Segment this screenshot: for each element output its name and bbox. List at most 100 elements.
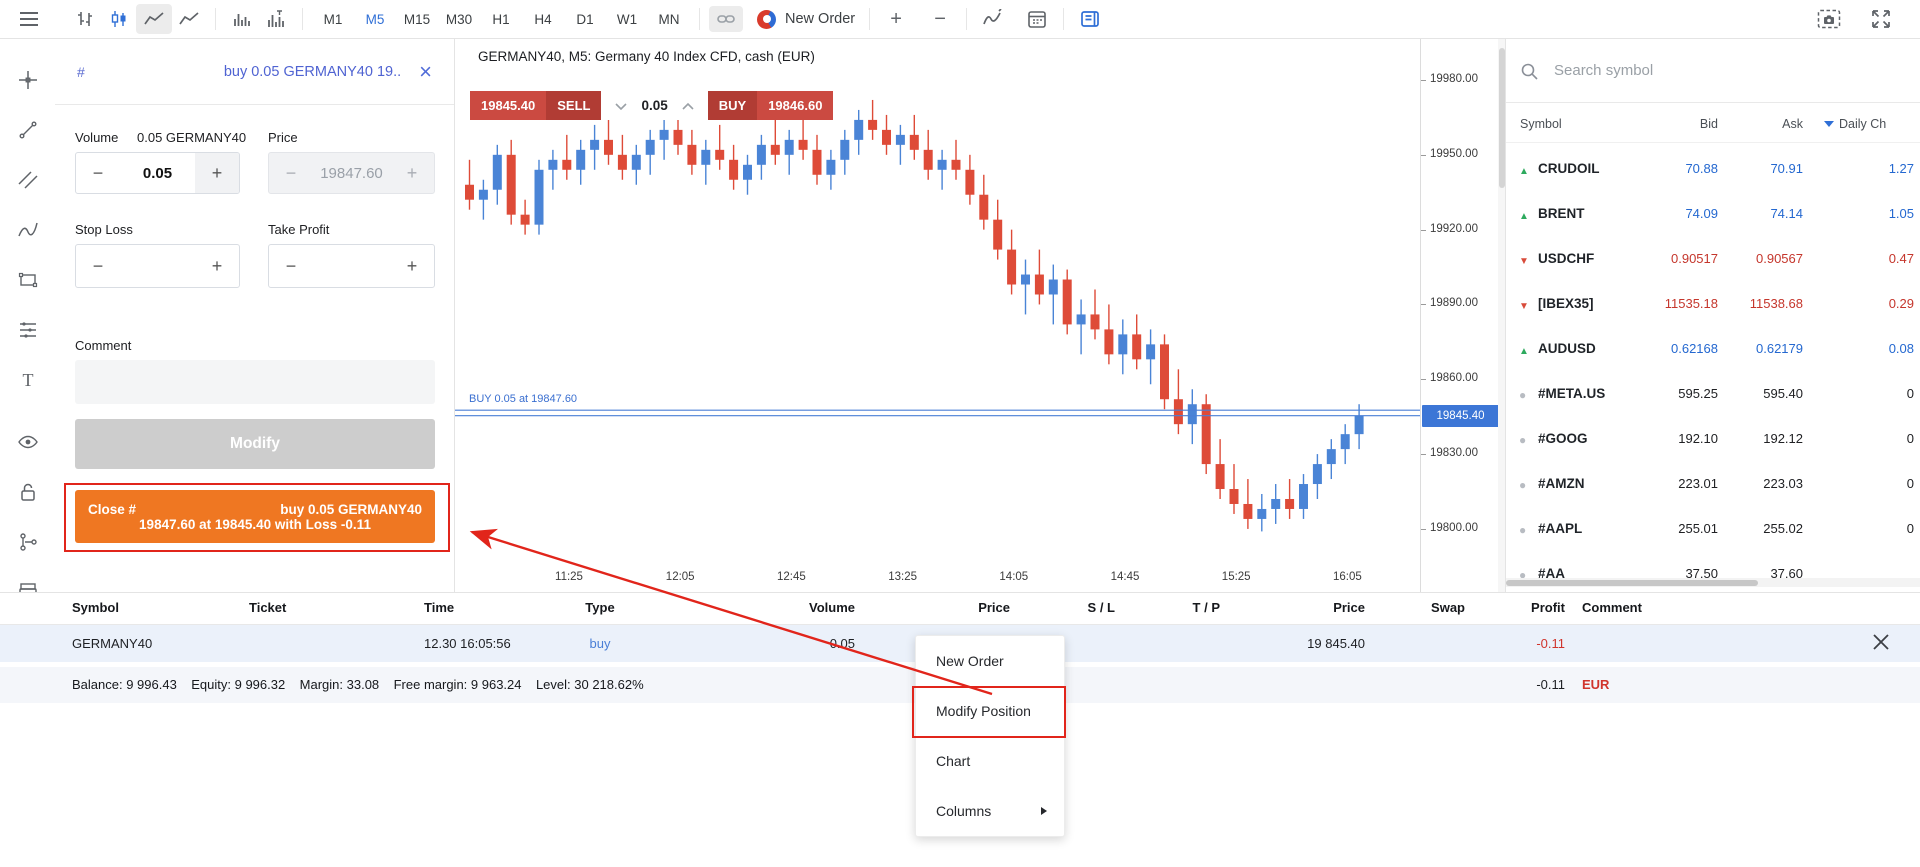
watchlist-row[interactable]: ● #GOOG 192.10 192.12 0 — [1506, 417, 1920, 462]
volume-icon[interactable] — [225, 4, 259, 34]
volume-value[interactable]: 0.05 — [142, 164, 173, 182]
symbol-ask: 74.14 — [1770, 206, 1803, 221]
col-type[interactable]: Type — [585, 600, 615, 615]
column-ask[interactable]: Ask — [1782, 117, 1803, 131]
context-menu: New Order Modify Position Chart Columns — [915, 635, 1065, 837]
sell-button[interactable]: SELL — [546, 91, 602, 120]
menu-item-chart[interactable]: Chart — [936, 753, 971, 769]
stop-loss-value[interactable] — [120, 245, 195, 287]
col-price-open[interactable]: Price — [978, 600, 1010, 615]
col-profit[interactable]: Profit — [1531, 600, 1565, 615]
bar-chart-icon[interactable] — [68, 4, 102, 34]
watchlist-row[interactable]: ● #META.US 595.25 595.40 0 — [1506, 372, 1920, 417]
col-symbol[interactable]: Symbol — [72, 600, 119, 615]
screenshot-icon[interactable] — [1812, 4, 1846, 34]
eye-icon[interactable] — [17, 431, 39, 453]
indicators-icon[interactable] — [976, 4, 1010, 34]
price-tick: 19920.00 — [1430, 222, 1478, 235]
search-input[interactable] — [1552, 61, 1856, 80]
menu-item-columns[interactable]: Columns — [916, 786, 1064, 836]
timeframe-m30[interactable]: M30 — [445, 11, 473, 27]
close-position-x-icon[interactable] — [1872, 633, 1890, 651]
watchlist-row[interactable]: ▲ CRUDOIL 70.88 70.91 1.27 — [1506, 147, 1920, 192]
symbol-bid: 0.62168 — [1671, 341, 1718, 356]
volume-minus-button[interactable]: − — [92, 162, 104, 183]
chart-area[interactable]: GERMANY40, M5: Germany 40 Index CFD, cas… — [455, 39, 1420, 592]
column-daily-change[interactable]: Daily Ch — [1824, 117, 1886, 131]
timeframe-h1[interactable]: H1 — [492, 11, 510, 27]
watchlist-row[interactable]: ● #AAPL 255.01 255.02 0 — [1506, 507, 1920, 552]
timeframe-m5[interactable]: M5 — [365, 11, 385, 27]
timeframe-h4[interactable]: H4 — [534, 11, 552, 27]
col-tp[interactable]: T / P — [1192, 600, 1220, 615]
timeframe-mn[interactable]: MN — [658, 11, 680, 27]
channel-icon[interactable] — [17, 169, 39, 191]
row-volume: 0.05 — [829, 636, 855, 651]
zoom-in-button[interactable]: + — [890, 7, 902, 30]
col-volume[interactable]: Volume — [809, 600, 855, 615]
stop-loss-minus-button[interactable]: − — [92, 255, 104, 276]
col-sl[interactable]: S / L — [1087, 600, 1115, 615]
comment-input[interactable] — [75, 360, 435, 404]
timeframe-w1[interactable]: W1 — [616, 11, 638, 27]
stop-loss-plus-button[interactable]: + — [211, 255, 223, 276]
curve-icon[interactable] — [17, 219, 39, 241]
menu-item-modify-position[interactable]: Modify Position — [936, 703, 1031, 719]
watchlist-horizontal-scrollbar[interactable] — [1506, 578, 1920, 587]
price-value[interactable]: 19847.60 — [320, 164, 383, 182]
lock-icon[interactable] — [17, 481, 39, 503]
volume-profile-icon[interactable] — [259, 4, 293, 34]
shapes-icon[interactable] — [17, 269, 39, 291]
menu-icon[interactable] — [12, 4, 46, 34]
watchlist-row[interactable]: ▲ AUDUSD 0.62168 0.62179 0.08 — [1506, 327, 1920, 372]
modify-button[interactable]: Modify — [75, 419, 435, 469]
col-ticket[interactable]: Ticket — [249, 600, 287, 615]
buy-button[interactable]: BUY — [707, 91, 758, 120]
col-swap[interactable]: Swap — [1431, 600, 1465, 615]
side-panel-icon[interactable] — [1073, 4, 1107, 34]
lot-size-value[interactable]: 0.05 — [635, 91, 674, 120]
lot-decrease-chevron-icon[interactable] — [601, 91, 636, 120]
price-plus-button[interactable]: + — [406, 162, 418, 183]
watchlist-row[interactable]: ▼ USDCHF 0.90517 0.90567 0.47 — [1506, 237, 1920, 282]
watchlist-row[interactable]: ▲ BRENT 74.09 74.14 1.05 — [1506, 192, 1920, 237]
zoom-out-button[interactable]: − — [934, 7, 946, 30]
close-position-button[interactable]: Close # buy 0.05 GERMANY40 19847.60 at 1… — [75, 490, 435, 543]
volume-plus-button[interactable]: + — [195, 153, 239, 193]
column-bid[interactable]: Bid — [1699, 117, 1718, 131]
fullscreen-icon[interactable] — [1864, 4, 1898, 34]
timeframe-m1[interactable]: M1 — [323, 11, 343, 27]
objects-tree-icon[interactable] — [17, 531, 39, 553]
watchlist-row[interactable]: ▼ [IBEX35] 11535.18 11538.68 0.29 — [1506, 282, 1920, 327]
price-minus-button[interactable]: − — [285, 162, 297, 183]
link-icon[interactable] — [709, 6, 743, 32]
row-symbol: GERMANY40 — [72, 636, 153, 651]
new-order-button[interactable]: New Order — [757, 4, 855, 34]
col-time[interactable]: Time — [424, 600, 455, 615]
take-profit-plus-button[interactable]: + — [406, 255, 418, 276]
trendline-icon[interactable] — [17, 119, 39, 141]
col-comment[interactable]: Comment — [1582, 600, 1642, 615]
close-button-prefix: Close # — [88, 501, 137, 517]
line-chart-icon[interactable] — [172, 4, 206, 34]
candlestick-chart-icon[interactable] — [102, 4, 136, 34]
panel-close-icon[interactable]: × — [419, 58, 432, 84]
candlestick-chart[interactable] — [455, 39, 1420, 592]
levels-icon[interactable] — [17, 319, 39, 341]
take-profit-value[interactable] — [313, 245, 390, 287]
text-tool-icon[interactable]: T — [17, 369, 39, 391]
timeframe-m15[interactable]: M15 — [403, 11, 431, 27]
column-symbol[interactable]: Symbol — [1520, 117, 1562, 131]
symbol-direction-icon: ● — [1519, 388, 1527, 402]
take-profit-minus-button[interactable]: − — [285, 255, 297, 276]
timeframe-d1[interactable]: D1 — [576, 11, 594, 27]
lot-increase-chevron-icon[interactable] — [673, 91, 708, 120]
crosshair-icon[interactable] — [17, 69, 39, 91]
watchlist-row[interactable]: ● #AA 37.50 37.60 — [1506, 552, 1920, 592]
area-chart-icon[interactable] — [136, 4, 172, 34]
menu-item-new-order[interactable]: New Order — [936, 653, 1004, 669]
chart-vertical-scrollbar[interactable] — [1498, 39, 1506, 592]
watchlist-row[interactable]: ● #AMZN 223.01 223.03 0 — [1506, 462, 1920, 507]
calendar-icon[interactable] — [1020, 4, 1054, 34]
col-price-current[interactable]: Price — [1333, 600, 1365, 615]
